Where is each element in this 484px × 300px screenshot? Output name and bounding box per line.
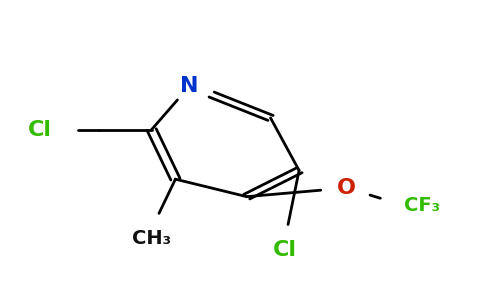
Text: Cl: Cl	[273, 240, 297, 260]
Text: CF₃: CF₃	[404, 194, 450, 218]
Text: O: O	[337, 178, 356, 198]
Text: CF₃: CF₃	[404, 196, 440, 215]
Text: CH₃: CH₃	[132, 229, 171, 248]
Text: Cl: Cl	[270, 240, 300, 268]
Text: Cl: Cl	[22, 116, 52, 144]
Text: N: N	[179, 74, 200, 98]
Text: Cl: Cl	[28, 120, 52, 140]
Text: N: N	[181, 76, 199, 96]
Text: O: O	[336, 176, 357, 200]
Text: CH₃: CH₃	[126, 229, 177, 253]
